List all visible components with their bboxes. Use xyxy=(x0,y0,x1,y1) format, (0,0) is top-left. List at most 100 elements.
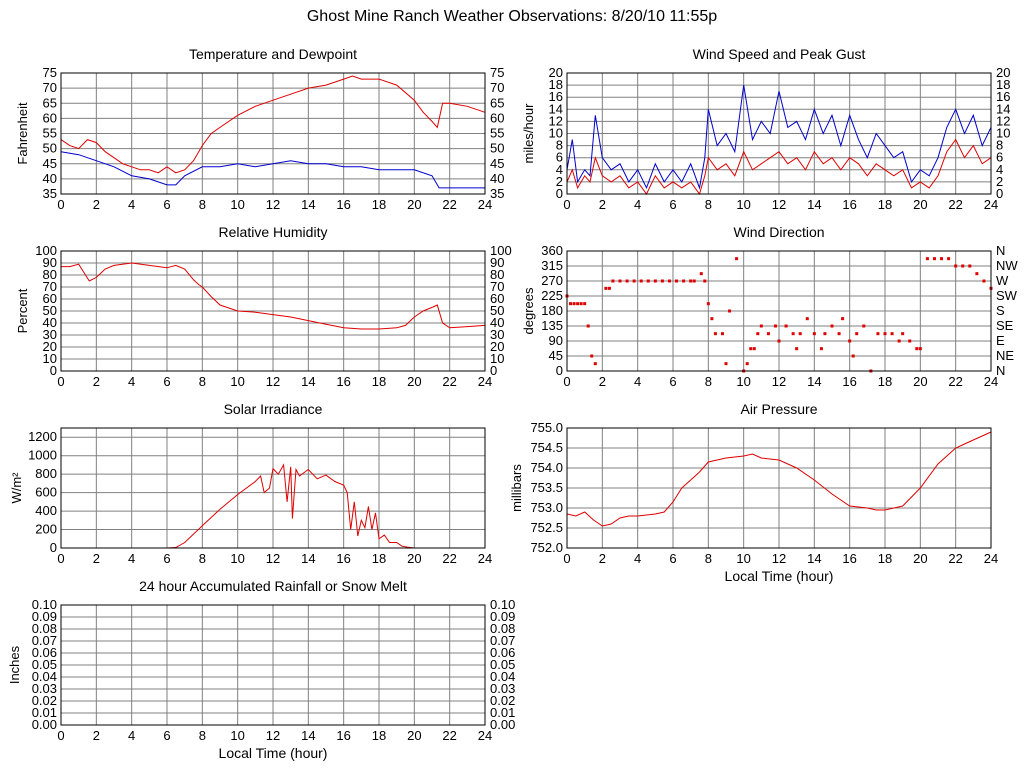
x-tick-label: 12 xyxy=(266,728,280,743)
y-tick-label: 70 xyxy=(43,80,57,95)
y-tick-label: 12 xyxy=(549,113,563,128)
y-tick-label-right: 50 xyxy=(490,303,504,318)
y-tick-label: 50 xyxy=(43,141,57,156)
y-tick-label: 0 xyxy=(50,540,57,555)
y-tick-label: 75 xyxy=(43,65,57,80)
y-tick-label: 35 xyxy=(43,186,57,201)
y-tick-label: 0.10 xyxy=(32,597,57,612)
x-tick-label: 10 xyxy=(230,551,244,566)
x-tick-label: 20 xyxy=(913,374,927,389)
x-tick-label: 0 xyxy=(563,551,570,566)
y-tick-label-right: 12 xyxy=(996,113,1010,128)
plot-frame xyxy=(566,72,992,195)
y-tick-label-right: 75 xyxy=(490,65,504,80)
x-tick-label: 22 xyxy=(442,374,456,389)
data-point xyxy=(961,264,965,268)
x-tick-label: 0 xyxy=(57,197,64,212)
series-line-2 xyxy=(566,85,992,190)
x-tick-label: 22 xyxy=(442,728,456,743)
x-tick-label: 16 xyxy=(336,728,350,743)
x-tick-label: 2 xyxy=(599,197,606,212)
y-tick-label-right: 10 xyxy=(490,351,504,366)
data-point xyxy=(773,324,777,328)
y-tick-label-right: NE xyxy=(996,348,1014,363)
x-tick-label: 10 xyxy=(736,197,750,212)
y-tick-label-right: SE xyxy=(996,318,1014,333)
y-tick-label-right: 0.03 xyxy=(490,681,515,696)
data-point xyxy=(940,257,944,261)
y-tick-label: 70 xyxy=(43,279,57,294)
y-tick-label-right: 0 xyxy=(490,363,497,378)
x-tick-label: 4 xyxy=(634,551,641,566)
y-tick-label-right: 0.10 xyxy=(490,597,515,612)
y-tick-label: 270 xyxy=(541,273,563,288)
data-point xyxy=(706,302,710,306)
x-tick-label: 0 xyxy=(57,374,64,389)
chart-title: Wind Direction xyxy=(733,224,824,240)
y-tick-label: 40 xyxy=(43,315,57,330)
x-tick-label: 2 xyxy=(599,374,606,389)
x-tick-label: 20 xyxy=(407,551,421,566)
data-point xyxy=(593,362,597,366)
y-tick-label: 0 xyxy=(556,363,563,378)
y-tick-label: 315 xyxy=(541,258,563,273)
x-tick-label: 24 xyxy=(478,374,492,389)
x-tick-label: 6 xyxy=(163,728,170,743)
y-tick-label: 0.05 xyxy=(32,657,57,672)
y-tick-label-right: S xyxy=(996,303,1005,318)
data-point xyxy=(632,279,636,283)
data-point xyxy=(572,302,576,306)
y-tick-label: 0.08 xyxy=(32,621,57,636)
data-point xyxy=(752,347,756,351)
y-tick-label-right: 0.08 xyxy=(490,621,515,636)
plot-frame xyxy=(566,427,992,549)
data-point xyxy=(611,279,615,283)
x-tick-label: 12 xyxy=(772,197,786,212)
y-tick-label: 1000 xyxy=(28,448,57,463)
data-point xyxy=(982,279,986,283)
x-tick-label: 6 xyxy=(163,551,170,566)
data-point xyxy=(639,279,643,283)
x-tick-label: 24 xyxy=(984,551,998,566)
y-tick-label-right: 60 xyxy=(490,291,504,306)
y-tick-label: 45 xyxy=(549,348,563,363)
data-point xyxy=(883,332,887,336)
x-tick-label: 8 xyxy=(199,728,206,743)
x-tick-label: 8 xyxy=(199,551,206,566)
data-point xyxy=(756,332,760,336)
y-tick-label: 752.0 xyxy=(530,540,563,555)
data-point xyxy=(576,302,580,306)
data-point xyxy=(932,257,936,261)
x-tick-label: 20 xyxy=(913,197,927,212)
y-tick-label-right: E xyxy=(996,333,1005,348)
y-tick-label-right: 65 xyxy=(490,95,504,110)
x-tick-label: 14 xyxy=(807,197,821,212)
series-line-1 xyxy=(60,75,486,174)
x-tick-label: 14 xyxy=(301,728,315,743)
y-tick-label: 40 xyxy=(43,171,57,186)
series-line-1 xyxy=(566,431,992,527)
y-tick-label: 0.09 xyxy=(32,609,57,624)
data-point xyxy=(682,279,686,283)
x-tick-label: 14 xyxy=(807,551,821,566)
data-point xyxy=(675,279,679,283)
y-tick-label: 6 xyxy=(556,150,563,165)
y-tick-label: 50 xyxy=(43,303,57,318)
x-tick-label: 12 xyxy=(772,551,786,566)
y-tick-label-right: 0.00 xyxy=(490,717,515,732)
data-point xyxy=(795,347,799,351)
y-tick-label: 200 xyxy=(35,522,57,537)
y-tick-label: 10 xyxy=(549,126,563,141)
y-tick-label-right: NW xyxy=(996,258,1018,273)
y-tick-label-right: N xyxy=(996,363,1005,378)
y-tick-label-right: W xyxy=(996,273,1009,288)
chart-rain: 24 hour Accumulated Rainfall or Snow Mel… xyxy=(7,578,515,761)
x-tick-label: 4 xyxy=(128,374,135,389)
y-tick-label-right: 60 xyxy=(490,110,504,125)
x-tick-label: 8 xyxy=(199,374,206,389)
y-tick-label: 14 xyxy=(549,101,563,116)
data-point xyxy=(841,317,845,321)
